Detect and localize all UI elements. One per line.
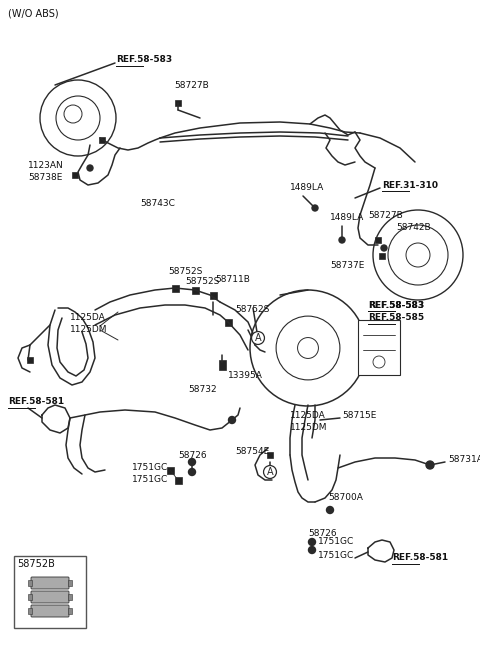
Bar [358, 320, 400, 375]
Bar [68, 594, 72, 600]
Text: 58742B: 58742B [396, 224, 431, 232]
Bar [72, 172, 78, 178]
Text: 1125DM: 1125DM [70, 325, 108, 335]
Text: REF.58-585: REF.58-585 [368, 314, 424, 323]
Text: 58737E: 58737E [330, 260, 364, 270]
Bar [28, 608, 32, 614]
Circle shape [381, 245, 387, 251]
Text: 1751GC: 1751GC [132, 476, 168, 485]
Text: 1751GC: 1751GC [318, 550, 354, 560]
Circle shape [339, 237, 345, 243]
Text: 58726: 58726 [178, 451, 206, 459]
Text: 58752S: 58752S [235, 306, 269, 314]
Bar [171, 285, 179, 291]
Text: 58738E: 58738E [28, 173, 62, 182]
Bar [175, 476, 181, 483]
Text: 58752S: 58752S [185, 277, 219, 287]
Bar [27, 357, 33, 363]
FancyBboxPatch shape [31, 605, 69, 617]
Text: REF.58-583: REF.58-583 [368, 300, 424, 310]
Bar [68, 580, 72, 586]
Bar [14, 556, 86, 628]
Text: 1489LA: 1489LA [290, 184, 324, 192]
Text: 1125DM: 1125DM [290, 422, 327, 432]
Bar [28, 594, 32, 600]
Text: 58726: 58726 [308, 529, 336, 537]
Text: 58743C: 58743C [140, 199, 175, 207]
Text: 58731A: 58731A [448, 455, 480, 464]
Circle shape [426, 461, 434, 469]
Bar [99, 137, 105, 143]
Text: 58727B: 58727B [174, 81, 209, 91]
Text: REF.58-583: REF.58-583 [116, 56, 172, 64]
Bar [209, 291, 216, 298]
Text: 58754E: 58754E [235, 447, 269, 457]
Text: REF.58-581: REF.58-581 [8, 398, 64, 407]
Text: 58700A: 58700A [328, 493, 363, 502]
Circle shape [326, 506, 334, 514]
Text: (W/O ABS): (W/O ABS) [8, 9, 59, 19]
Circle shape [189, 459, 195, 466]
FancyBboxPatch shape [31, 591, 69, 603]
Text: 58752B: 58752B [17, 559, 55, 569]
Text: A: A [255, 333, 261, 343]
Bar [267, 452, 273, 458]
Text: REF.58-583: REF.58-583 [368, 300, 424, 310]
Text: 1123AN: 1123AN [28, 161, 64, 171]
Bar [375, 237, 381, 243]
Text: 13395A: 13395A [228, 371, 263, 380]
Text: 58715E: 58715E [342, 411, 376, 420]
Text: REF.31-310: REF.31-310 [382, 180, 438, 190]
Bar [218, 360, 226, 370]
Text: 1489LA: 1489LA [330, 213, 364, 222]
Circle shape [309, 546, 315, 554]
Bar [68, 608, 72, 614]
Bar [175, 100, 181, 106]
Text: 58711B: 58711B [215, 276, 250, 285]
Circle shape [228, 417, 236, 424]
Bar [192, 287, 199, 293]
Text: 58727B: 58727B [368, 211, 403, 220]
Text: 1125DA: 1125DA [70, 314, 106, 323]
Text: 58732: 58732 [188, 386, 216, 394]
Text: 1125DA: 1125DA [290, 411, 326, 419]
Bar [225, 319, 231, 325]
Bar [167, 466, 173, 474]
Text: 58752S: 58752S [168, 268, 203, 276]
Circle shape [312, 205, 318, 211]
Bar [379, 253, 385, 259]
Text: 1751GC: 1751GC [318, 537, 354, 546]
FancyBboxPatch shape [31, 577, 69, 589]
Text: 1751GC: 1751GC [132, 464, 168, 472]
Circle shape [309, 539, 315, 546]
Bar [28, 580, 32, 586]
Circle shape [189, 468, 195, 476]
Circle shape [87, 165, 93, 171]
Text: A: A [267, 467, 273, 477]
Text: REF.58-581: REF.58-581 [392, 554, 448, 562]
